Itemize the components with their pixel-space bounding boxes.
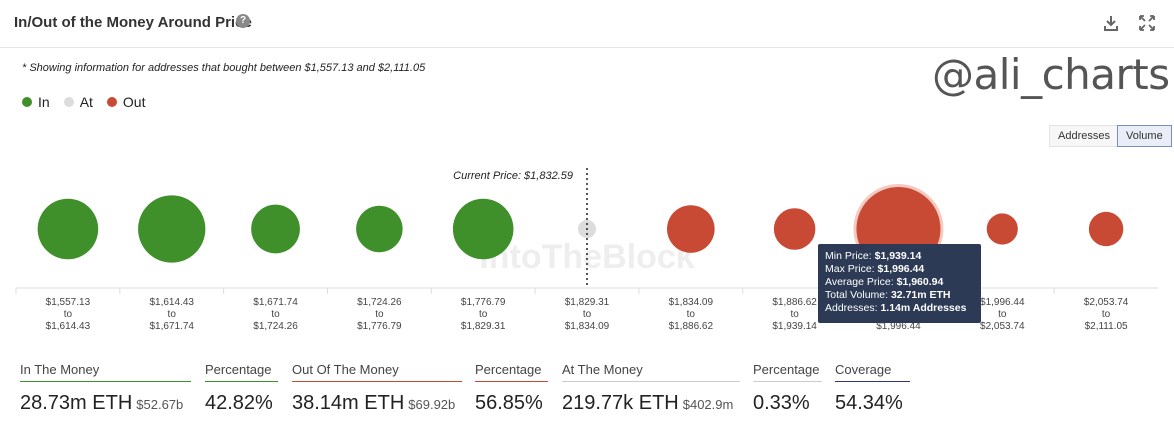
bubble-chart: IntoTheBlock$1,557.13to$1,614.43$1,614.4… — [15, 168, 1158, 332]
bubble-out[interactable] — [1088, 211, 1124, 247]
x-tick-label: $1,724.26 — [253, 321, 298, 332]
legend-dot-out — [106, 97, 117, 107]
x-tick-label: $1,614.43 — [46, 321, 91, 332]
x-tick-label: $1,996.44 — [876, 321, 921, 332]
range-note: * Showing information for addresses that… — [22, 62, 426, 74]
x-tick-label: $1,671.74 — [253, 297, 298, 308]
bubble-in[interactable] — [251, 204, 300, 254]
stat-coverage: Coverage 54.34% — [835, 362, 910, 415]
stat-in-the-money: In The Money 28.73m ETH $52.67b — [20, 362, 191, 415]
legend-dot-in — [22, 97, 32, 107]
bubble-out[interactable] — [986, 213, 1018, 245]
bubble-out[interactable] — [667, 205, 715, 253]
x-tick-label: to — [168, 309, 177, 320]
stat-value: 38.14m ETH $69.92b — [292, 392, 456, 414]
question-icon[interactable]: ? — [236, 14, 250, 28]
volume-toggle-button[interactable]: Volume — [1117, 125, 1172, 147]
x-tick-label: to — [790, 309, 799, 320]
x-tick-label: $1,829.31 — [565, 297, 610, 308]
legend-label-at: At — [79, 94, 93, 110]
tooltip-avg: Average Price: $1,960.94 — [825, 276, 944, 288]
legend-label-in: In — [38, 94, 50, 110]
stat-label: Percentage — [753, 362, 822, 382]
legend-dot-at — [63, 97, 74, 107]
x-tick-label: to — [1102, 309, 1111, 320]
x-tick-label: $1,829.31 — [461, 321, 506, 332]
x-tick-label: $1,834.09 — [565, 321, 610, 332]
x-tick-label: $1,834.09 — [669, 297, 714, 308]
stat-label: Out Of The Money — [292, 362, 462, 382]
x-tick-label: to — [479, 309, 488, 320]
legend-item-out[interactable]: Out — [106, 94, 146, 110]
stat-in-percentage: Percentage 42.82% — [205, 362, 278, 415]
stat-value: 54.34% — [835, 392, 903, 414]
bubble-in[interactable] — [356, 205, 403, 253]
x-tick-label: $1,614.43 — [149, 297, 194, 308]
bubble-in[interactable] — [452, 198, 514, 260]
bucket-tooltip: Min Price: $1,939.14 Max Price: $1,996.4… — [818, 244, 981, 323]
x-tick-label: $2,053.74 — [980, 321, 1025, 332]
x-tick-label: $1,886.62 — [669, 321, 714, 332]
tooltip-volume: Total Volume: 32.71m ETH — [825, 289, 951, 301]
x-tick-label: $1,776.79 — [357, 321, 402, 332]
stat-at-the-money: At The Money 219.77k ETH $402.9m — [562, 362, 740, 415]
expand-icon[interactable] — [1138, 14, 1156, 32]
legend-item-at[interactable]: At — [63, 94, 93, 110]
stat-value: 56.85% — [475, 392, 543, 414]
x-tick-label: $1,671.74 — [149, 321, 194, 332]
stat-value: 28.73m ETH $52.67b — [20, 392, 184, 414]
x-tick-label: to — [583, 309, 592, 320]
x-tick-label: to — [687, 309, 696, 320]
current-price-label: Current Price: $1,832.59 — [453, 170, 573, 182]
x-tick-label: $1,776.79 — [461, 297, 506, 308]
x-tick-label: $1,886.62 — [772, 297, 817, 308]
stat-out-percentage: Percentage 56.85% — [475, 362, 548, 415]
x-tick-label: to — [64, 309, 73, 320]
stat-at-percentage: Percentage 0.33% — [753, 362, 822, 415]
bubble-out[interactable] — [773, 208, 816, 250]
stat-label: At The Money — [562, 362, 740, 382]
chart-header: In/Out of the Money Around Price ? — [0, 0, 1174, 48]
legend: In At Out — [22, 94, 146, 110]
stat-out-of-the-money: Out Of The Money 38.14m ETH $69.92b — [292, 362, 462, 415]
x-tick-label: $1,557.13 — [46, 297, 91, 308]
x-tick-label: $1,996.44 — [980, 297, 1025, 308]
bubble-in[interactable] — [37, 198, 99, 260]
stat-label: Percentage — [475, 362, 548, 382]
x-tick-label: to — [271, 309, 280, 320]
x-tick-label: $2,053.74 — [1084, 297, 1129, 308]
watermark-handle: @ali_charts — [932, 50, 1170, 99]
stat-value: 0.33% — [753, 392, 810, 414]
x-tick-label: to — [998, 309, 1007, 320]
x-tick-label: to — [375, 309, 384, 320]
tooltip-max: Max Price: $1,996.44 — [825, 263, 925, 275]
stat-label: In The Money — [20, 362, 191, 382]
legend-item-in[interactable]: In — [22, 94, 50, 110]
bubble-in[interactable] — [138, 195, 206, 263]
download-icon[interactable] — [1102, 14, 1120, 32]
tooltip-addresses: Addresses: 1.14m Addresses — [825, 302, 967, 314]
addresses-toggle-button[interactable]: Addresses — [1049, 125, 1119, 147]
stat-label: Coverage — [835, 362, 910, 382]
x-tick-label: $2,111.05 — [1085, 321, 1128, 332]
tooltip-min: Min Price: $1,939.14 — [825, 250, 922, 262]
stat-value: 219.77k ETH $402.9m — [562, 392, 734, 414]
x-tick-label: $1,724.26 — [357, 297, 402, 308]
chart-title: In/Out of the Money Around Price — [14, 14, 252, 31]
stat-value: 42.82% — [205, 392, 273, 414]
x-tick-label: $1,939.14 — [772, 321, 817, 332]
stat-label: Percentage — [205, 362, 278, 382]
legend-label-out: Out — [122, 94, 146, 110]
